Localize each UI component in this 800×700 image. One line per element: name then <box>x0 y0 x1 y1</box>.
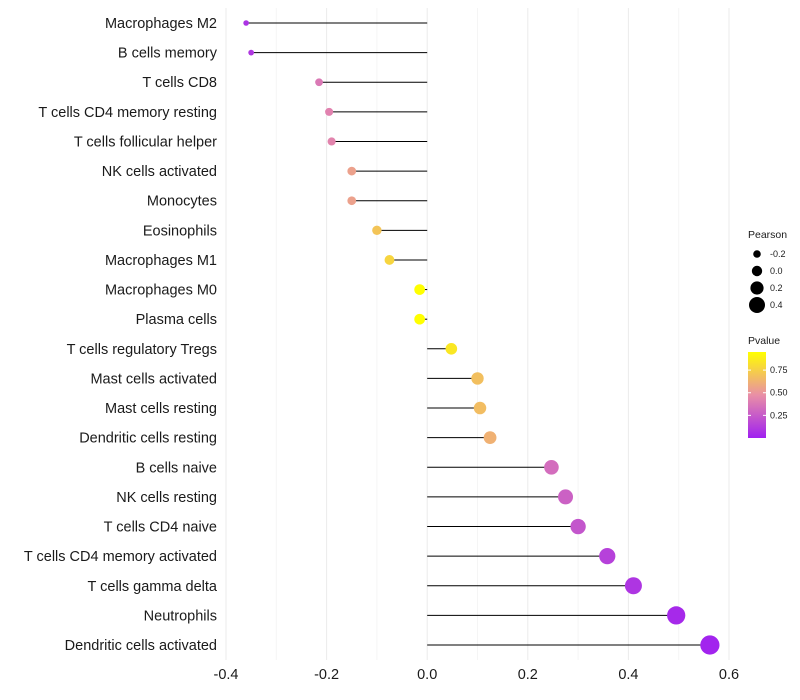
x-tick-label: 0.0 <box>417 667 437 683</box>
lollipop-dot <box>325 107 334 116</box>
y-axis-label: Dendritic cells activated <box>65 638 217 654</box>
y-axis-label: B cells memory <box>118 46 218 62</box>
gridlines <box>225 8 730 660</box>
color-legend-label: 0.25 <box>770 410 788 420</box>
size-legend-dot <box>748 296 766 314</box>
lollipop-dot <box>243 20 249 26</box>
lollipop-dot <box>347 166 357 176</box>
lollipop-dot <box>327 137 336 146</box>
x-tick-label: -0.4 <box>214 667 239 683</box>
legend: Pearson -0.2 0.0 0.2 0.4 Pvalue 0.75 0.50 0.2… <box>748 229 788 438</box>
lollipop-dot <box>700 635 720 655</box>
y-axis-label: Neutrophils <box>144 608 217 624</box>
size-legend-label: -0.2 <box>770 249 786 259</box>
lollipop-dot <box>570 518 586 535</box>
lollipop-dot <box>384 255 395 265</box>
dots <box>243 20 720 655</box>
y-axis-label: B cells naive <box>136 460 217 476</box>
lollipop-dot <box>624 577 642 595</box>
lollipop-dot <box>372 225 382 236</box>
lollipop-dot <box>544 459 559 475</box>
lollipop-dot <box>414 284 426 295</box>
lollipop-dot <box>667 606 686 625</box>
lollipop-dot <box>347 196 357 206</box>
y-axis-label: T cells CD4 naive <box>104 520 217 536</box>
color-legend-bar <box>748 352 766 438</box>
lollipop-dot <box>248 49 255 56</box>
color-legend-ticks: 0.75 0.50 0.25 <box>748 365 788 420</box>
color-legend-label: 0.50 <box>770 388 788 398</box>
size-legend-dot <box>750 281 764 295</box>
y-axis-label: Mast cells activated <box>90 371 217 387</box>
x-tick-label: 0.2 <box>518 667 538 683</box>
y-axis-label: Macrophages M1 <box>105 253 217 269</box>
size-legend-label: 0.2 <box>770 283 783 293</box>
y-axis-label: Plasma cells <box>136 312 217 328</box>
y-axis-label: Eosinophils <box>143 223 217 239</box>
lollipop-dot <box>445 342 458 355</box>
size-legend-label: 0.0 <box>770 266 783 276</box>
y-axis-label: NK cells resting <box>116 490 217 506</box>
size-legend-dot <box>753 250 761 258</box>
y-axis-labels: Macrophages M2 B cells memory T cells CD8 T… <box>24 16 218 654</box>
y-axis-label: Mast cells resting <box>105 401 217 417</box>
y-axis-label: T cells follicular helper <box>74 134 217 150</box>
size-legend-dot <box>751 265 763 277</box>
size-legend-items: -0.2 0.0 0.2 0.4 <box>748 249 786 314</box>
lollipop-dot <box>558 489 574 505</box>
lollipop-dot <box>483 431 497 445</box>
y-axis-label: NK cells activated <box>102 164 217 180</box>
y-axis-label: T cells CD4 memory activated <box>24 549 217 565</box>
y-axis-label: Macrophages M2 <box>105 16 217 32</box>
x-tick-label: 0.6 <box>719 667 739 683</box>
lollipop-dot <box>315 78 323 87</box>
y-axis-label: Monocytes <box>147 194 217 210</box>
y-axis-label: Macrophages M0 <box>105 283 217 299</box>
lollipop-dot <box>473 401 487 415</box>
x-tick-label: -0.2 <box>314 667 339 683</box>
color-legend-label: 0.75 <box>770 365 788 375</box>
y-axis-label: T cells regulatory Tregs <box>67 342 217 358</box>
size-legend-label: 0.4 <box>770 300 783 310</box>
lollipop-dot <box>599 548 616 565</box>
color-legend-title: Pvalue <box>748 335 780 347</box>
x-axis-ticks: -0.4 -0.2 0.0 0.2 0.4 0.6 <box>214 667 740 683</box>
y-axis-label: T cells gamma delta <box>88 579 218 595</box>
size-legend-title: Pearson <box>748 229 787 241</box>
x-tick-label: 0.4 <box>618 667 638 683</box>
lollipop-dot <box>471 372 484 385</box>
y-axis-label: Dendritic cells resting <box>79 431 217 447</box>
lollipop-dot <box>414 313 426 325</box>
y-axis-label: T cells CD4 memory resting <box>38 105 217 121</box>
sticks <box>246 22 710 646</box>
y-axis-label: T cells CD8 <box>142 75 217 91</box>
